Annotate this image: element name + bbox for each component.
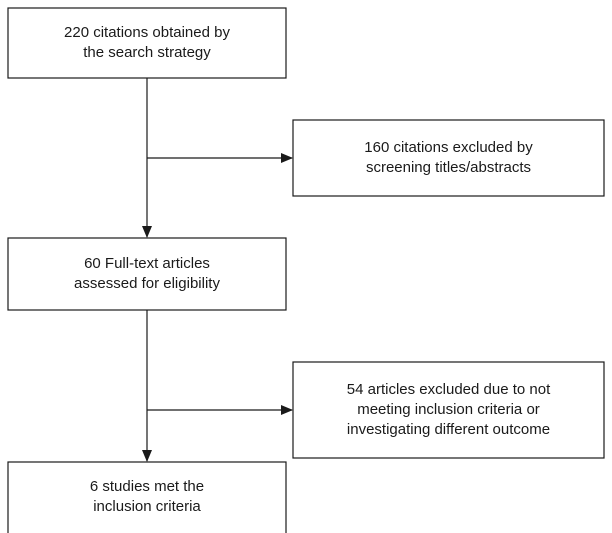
box-text: 220 citations obtained by: [64, 24, 230, 41]
box: [7, 461, 287, 533]
box-text: investigating different outcome: [347, 421, 550, 438]
box-text: 6 studies met the: [90, 478, 204, 495]
box-text: the search strategy: [83, 44, 211, 61]
box-text: assessed for eligibility: [74, 275, 220, 292]
box-text: screening titles/abstracts: [366, 159, 531, 176]
box: [292, 119, 605, 197]
box-text: inclusion criteria: [93, 498, 201, 515]
box: [7, 7, 287, 79]
box-text: 160 citations excluded by: [364, 139, 533, 156]
box-text: 54 articles excluded due to not: [347, 381, 551, 398]
box-text: 60 Full-text articles: [84, 255, 210, 272]
box: [292, 361, 605, 459]
box-text: meeting inclusion criteria or: [357, 401, 540, 418]
box: [7, 237, 287, 311]
